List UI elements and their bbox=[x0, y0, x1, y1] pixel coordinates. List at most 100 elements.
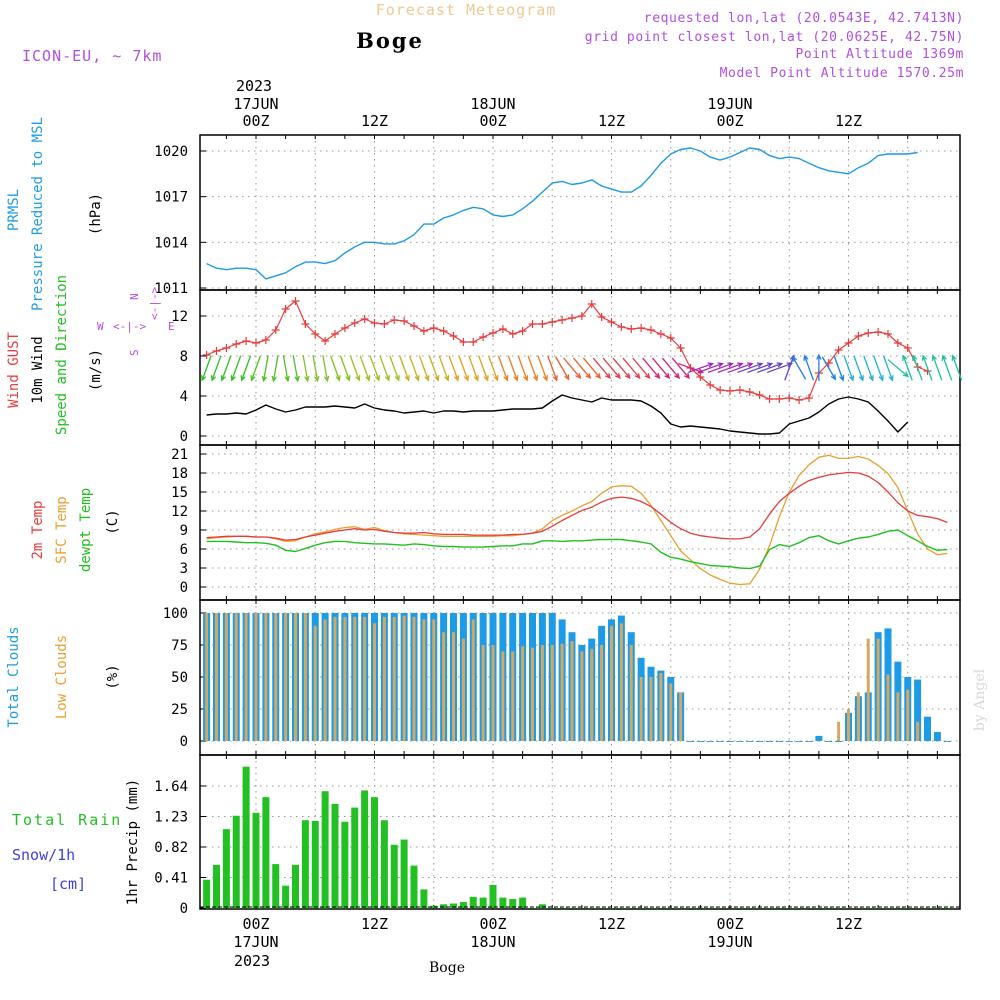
wind-arrow bbox=[399, 355, 410, 381]
rain-bar bbox=[242, 766, 250, 908]
wind-arrow-head bbox=[365, 375, 371, 382]
rain-bar bbox=[845, 908, 852, 909]
wind-arrow-head bbox=[261, 375, 268, 383]
wind-arrow bbox=[678, 362, 703, 374]
low-cloud-bar bbox=[610, 625, 613, 741]
rain-bar bbox=[795, 908, 803, 909]
wind-arrow-head bbox=[727, 362, 734, 368]
y-tick-label: 12 bbox=[171, 504, 188, 520]
gust-marker bbox=[311, 330, 320, 338]
low-cloud-bar bbox=[215, 613, 218, 741]
low-cloud-bar bbox=[452, 632, 455, 741]
rain-bar bbox=[301, 820, 309, 908]
wind-arrow bbox=[563, 357, 581, 379]
requested-coords: requested lon,lat (20.0543E, 42.7413N) bbox=[644, 11, 964, 26]
closest-coords: grid point closest lon,lat (20.0625E, 42… bbox=[585, 30, 964, 45]
rain-bar bbox=[716, 908, 724, 909]
gust-marker bbox=[429, 324, 438, 332]
wind-arrow-head bbox=[284, 375, 290, 383]
gust-marker bbox=[627, 325, 636, 333]
low-cloud-bar bbox=[590, 648, 594, 741]
wind-arrow-head bbox=[776, 362, 784, 368]
gust-marker bbox=[291, 297, 300, 305]
rain-bar bbox=[756, 908, 764, 909]
wind-arrow-head bbox=[542, 375, 548, 382]
total-cloud-bar bbox=[933, 732, 941, 741]
wind-arrow bbox=[697, 362, 723, 374]
y-tick-label: 6 bbox=[180, 542, 188, 558]
low-cloud-bar bbox=[461, 638, 465, 741]
gust-marker bbox=[410, 322, 418, 330]
low-cloud-bar bbox=[363, 616, 367, 741]
gust-marker bbox=[893, 339, 902, 347]
low-cloud-bar bbox=[491, 645, 495, 741]
low-cloud-bar bbox=[876, 638, 880, 741]
rain-bar bbox=[341, 821, 349, 908]
rain-bar bbox=[598, 908, 606, 909]
low-cloud-bar bbox=[224, 613, 228, 741]
rain-bar bbox=[252, 812, 260, 908]
footer-location: Boge bbox=[429, 960, 465, 976]
wind-arrow-head bbox=[220, 375, 226, 382]
gust-marker bbox=[242, 337, 251, 345]
wind-arrow-head bbox=[858, 375, 864, 382]
wind-arrow-head bbox=[564, 374, 570, 381]
panel-frame bbox=[199, 289, 961, 446]
rain-bar bbox=[924, 908, 931, 909]
gust-marker bbox=[706, 381, 715, 389]
low-cloud-bar bbox=[382, 616, 386, 741]
low-cloud-bar bbox=[560, 643, 564, 741]
gust-marker bbox=[666, 334, 675, 342]
rain-bar bbox=[262, 797, 270, 908]
low-cloud-bar bbox=[777, 741, 781, 742]
gust-marker bbox=[321, 337, 330, 345]
wind-arrow bbox=[766, 362, 792, 374]
y-tick-label: 25 bbox=[171, 702, 188, 718]
rain-bar bbox=[854, 908, 862, 909]
gust-marker bbox=[765, 395, 774, 403]
gust-marker bbox=[577, 312, 586, 320]
rain-bar bbox=[538, 904, 546, 908]
wind-arrow-head bbox=[737, 362, 744, 368]
rain-bar bbox=[509, 899, 517, 908]
total-rain-title: Total Rain bbox=[12, 811, 122, 829]
wind-arrow bbox=[517, 355, 528, 381]
rain-bar bbox=[390, 844, 398, 908]
rain-bar bbox=[469, 896, 477, 908]
rain-bar bbox=[835, 908, 843, 909]
gust-marker bbox=[903, 344, 912, 352]
panel-frame bbox=[199, 754, 961, 910]
top-year-label: 2023 bbox=[236, 77, 272, 95]
rain-bar bbox=[578, 908, 586, 909]
wind-arrow-head bbox=[355, 375, 361, 382]
compass-south: S bbox=[128, 349, 141, 356]
gust-marker bbox=[854, 332, 863, 340]
wind-unit: (m/s) bbox=[88, 349, 104, 391]
dewpt-title: dewpt Temp bbox=[78, 488, 94, 572]
wind-arrow bbox=[803, 355, 815, 381]
wind-arrow-head bbox=[374, 375, 381, 382]
wind-arrow bbox=[379, 355, 390, 381]
rain-bar bbox=[647, 908, 655, 909]
wind-arrow-head bbox=[552, 375, 558, 382]
compass-ew-axis: <-|-> bbox=[113, 320, 146, 333]
rain-bar bbox=[864, 908, 872, 909]
low-cloud-bar bbox=[373, 623, 376, 741]
low-cloud-bar bbox=[313, 625, 317, 741]
low-cloud-bar bbox=[817, 741, 821, 742]
compass-west: W bbox=[97, 320, 104, 333]
low-cloud-bar bbox=[827, 741, 831, 742]
bottom-time-tick: 00Z bbox=[242, 915, 269, 933]
wind-arrow bbox=[887, 359, 909, 377]
low-cloud-bar bbox=[916, 721, 920, 741]
wind-arrow-head bbox=[644, 372, 651, 380]
wind-arrow-head bbox=[605, 372, 611, 380]
gust-marker bbox=[508, 330, 517, 338]
low-cloud-bar bbox=[639, 677, 643, 741]
y-tick-label: 75 bbox=[171, 638, 188, 654]
gust-marker bbox=[390, 316, 399, 324]
wind-arrow bbox=[241, 355, 252, 381]
pressure-title-2: Pressure Reduced to MSL bbox=[30, 117, 46, 311]
rain-bar bbox=[588, 908, 596, 909]
